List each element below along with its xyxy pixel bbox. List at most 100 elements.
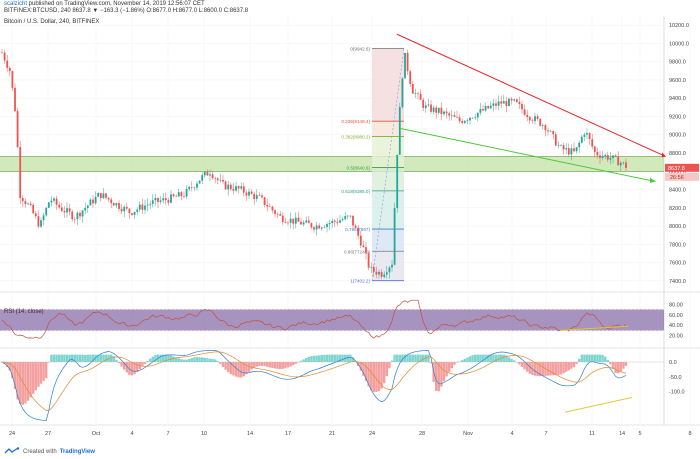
- candle-body: [242, 186, 245, 193]
- candle-body: [310, 223, 313, 228]
- candle-body: [617, 156, 620, 166]
- macd-histogram-bar: [614, 362, 617, 374]
- candle-body: [575, 147, 578, 152]
- fib-level-label: 0.88(7724.0): [344, 249, 371, 254]
- macd-histogram-bar: [167, 354, 170, 362]
- candle-body: [300, 221, 302, 225]
- macd-histogram-bar: [372, 362, 375, 392]
- candle-body: [372, 266, 375, 272]
- macd-histogram-bar: [180, 359, 183, 362]
- candle-body: [588, 133, 591, 140]
- candle-body: [500, 101, 503, 104]
- candle-body: [619, 162, 622, 166]
- support-trendline: [399, 127, 651, 181]
- macd-histogram-bar: [401, 354, 404, 362]
- candle-body: [489, 105, 492, 109]
- candle-body: [320, 227, 323, 229]
- candle-body: [237, 186, 240, 189]
- macd-histogram-bar: [390, 360, 394, 362]
- macd-histogram-bar: [567, 362, 570, 371]
- candle-body: [66, 208, 68, 213]
- macd-pane[interactable]: [0, 349, 664, 421]
- tradingview-logo-icon: [4, 447, 20, 457]
- candle-body: [339, 220, 341, 223]
- publish-info: scalzicht published on TradingView.com, …: [4, 1, 205, 8]
- macd-histogram-bar: [396, 354, 399, 362]
- candle-body: [505, 101, 508, 107]
- candle-body: [354, 225, 357, 228]
- candle-body: [313, 227, 315, 230]
- macd-histogram-bar: [206, 358, 209, 362]
- macd-histogram-bar: [8, 362, 11, 371]
- candle-body: [346, 215, 349, 217]
- macd-histogram-bar: [3, 362, 6, 364]
- candle-body: [578, 142, 581, 148]
- macd-histogram-bar: [58, 354, 61, 362]
- macd-histogram-bar: [341, 354, 344, 362]
- candle-body: [196, 183, 198, 188]
- macd-histogram-bar: [286, 362, 290, 368]
- candle-body: [180, 192, 183, 197]
- price-tick-label: 7400.0: [669, 279, 686, 285]
- rsi-pane[interactable]: [0, 299, 664, 339]
- trading-chart[interactable]: 0(9942.6) 0.236(9148.4) 0.382(8980.2) 0.5(8…: [0, 16, 700, 446]
- macd-histogram-bar: [419, 354, 422, 362]
- author-link[interactable]: scalzicht: [4, 1, 28, 7]
- candle-body: [86, 205, 89, 208]
- candle-body: [183, 196, 185, 197]
- candle-body: [162, 198, 165, 201]
- candle-body: [263, 197, 266, 205]
- price-pane[interactable]: 0(9942.6) 0.236(9148.4) 0.382(8980.2) 0.5(8…: [0, 33, 666, 284]
- time-tick-label: 7: [544, 431, 547, 437]
- candle-body: [307, 220, 310, 224]
- candle-body: [206, 171, 209, 176]
- candle-body: [419, 93, 422, 100]
- candle-body: [453, 115, 456, 117]
- macd-histogram-bar: [393, 354, 396, 362]
- price-tick-label: 8600.0: [669, 169, 686, 175]
- candle-body: [515, 99, 518, 102]
- candle-body: [544, 125, 547, 131]
- time-axis[interactable]: 24 27 Oct 4 7 10 14 17 21 24 28 Nov 4 7 11 14 5 8: [9, 431, 692, 437]
- macd-histogram-bar: [81, 354, 84, 362]
- time-tick-label: 14: [619, 431, 625, 437]
- candle-body: [476, 112, 479, 118]
- candle-body: [609, 157, 612, 160]
- candle-body: [172, 194, 175, 197]
- candle-body: [281, 215, 284, 222]
- macd-histogram-bar: [68, 354, 71, 362]
- candle-body: [323, 227, 326, 228]
- candle-body: [565, 148, 568, 150]
- price-axis[interactable]: 10200.0 10000.0 9800.0 9600.0 9400.0 9200.0 90…: [665, 23, 699, 396]
- candle-body: [362, 245, 365, 248]
- candle-body: [328, 223, 331, 225]
- time-tick-label: Nov: [463, 431, 473, 437]
- candle-body: [138, 204, 141, 210]
- candle-body: [591, 139, 594, 147]
- footer-brand[interactable]: TradingView: [59, 449, 95, 455]
- candle-body: [297, 217, 300, 222]
- time-tick-label: 5: [638, 431, 641, 437]
- macd-histogram-bar: [411, 354, 414, 362]
- candle-body: [580, 136, 583, 143]
- fib-trend-line: [371, 48, 405, 281]
- macd-histogram-bar: [497, 354, 500, 362]
- macd-histogram-bar: [440, 362, 443, 387]
- publish-text: published on TradingView.com, November 1…: [27, 1, 205, 7]
- macd-histogram-bar: [505, 355, 508, 362]
- candle-body: [6, 60, 9, 68]
- macd-histogram-bar: [310, 356, 313, 362]
- macd-histogram-bar: [409, 354, 412, 362]
- macd-histogram-bar: [52, 354, 56, 362]
- candle-body: [216, 178, 219, 181]
- macd-histogram-bar: [320, 354, 323, 362]
- macd-histogram-bar: [546, 362, 550, 376]
- macd-histogram-bar: [481, 354, 485, 362]
- price-tick-label: 7600.0: [669, 261, 686, 267]
- candle-body: [294, 217, 297, 224]
- resistance-arrow-icon: [662, 152, 666, 158]
- macd-histogram-bar: [42, 362, 45, 381]
- candle-body: [534, 116, 536, 122]
- candle-body: [107, 197, 110, 200]
- candle-body: [149, 203, 152, 205]
